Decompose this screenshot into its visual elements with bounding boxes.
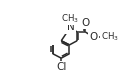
Text: N: N bbox=[67, 22, 74, 32]
Text: O: O bbox=[89, 32, 98, 42]
Text: Cl: Cl bbox=[56, 62, 66, 72]
Text: O: O bbox=[81, 18, 89, 28]
Text: CH$_3$: CH$_3$ bbox=[101, 31, 119, 43]
Text: CH$_3$: CH$_3$ bbox=[61, 12, 79, 25]
